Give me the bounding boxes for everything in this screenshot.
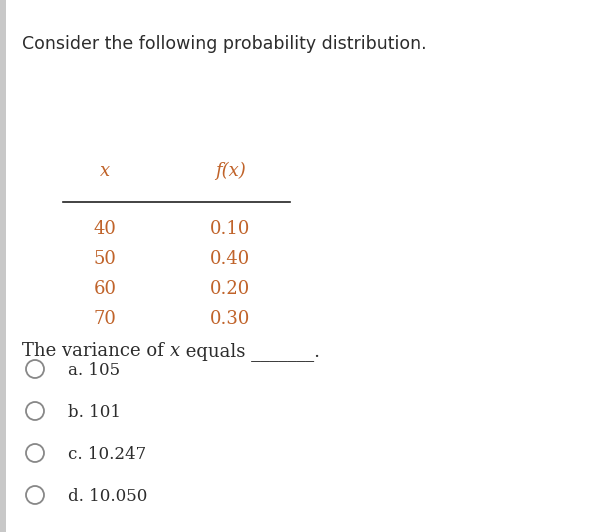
Text: The variance of: The variance of [22, 342, 170, 360]
Text: 0.20: 0.20 [210, 280, 250, 298]
Text: f(x): f(x) [215, 162, 245, 180]
Text: c. 10.247: c. 10.247 [68, 446, 146, 463]
Text: x: x [100, 162, 110, 180]
Text: 0.10: 0.10 [210, 220, 250, 238]
Text: 70: 70 [93, 310, 117, 328]
Text: 60: 60 [93, 280, 117, 298]
Text: Consider the following probability distribution.: Consider the following probability distr… [22, 35, 426, 53]
Text: 0.30: 0.30 [210, 310, 250, 328]
Text: 40: 40 [93, 220, 117, 238]
Text: 50: 50 [93, 250, 117, 268]
Text: equals _______.: equals _______. [179, 342, 320, 361]
Bar [0, 0, 6, 532]
Text: 0.40: 0.40 [210, 250, 250, 268]
Text: b. 101: b. 101 [68, 404, 121, 421]
Text: d. 10.050: d. 10.050 [68, 488, 148, 505]
Text: a. 105: a. 105 [68, 362, 120, 379]
Text: x: x [170, 342, 179, 360]
